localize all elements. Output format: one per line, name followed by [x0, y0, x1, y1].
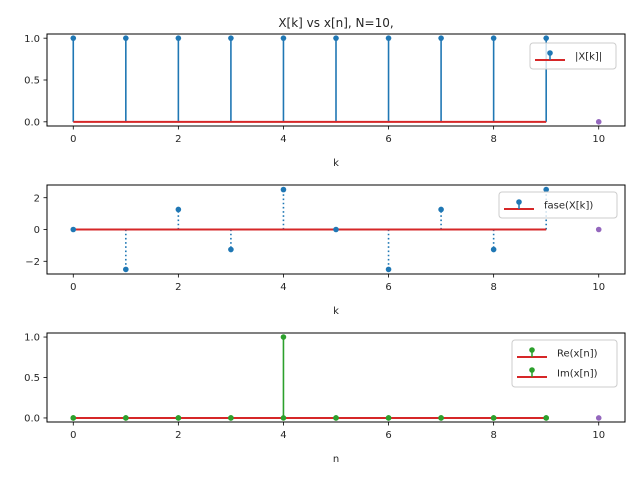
stem-marker	[438, 206, 444, 213]
legend-label: Im(x[n])	[557, 369, 598, 380]
legend-marker-swatch	[529, 347, 535, 353]
x-tick-label: 2	[175, 282, 181, 293]
x-axis-label: k	[333, 306, 339, 317]
subplot-magnitude: 0 2 4 6 8 10 0.0 0.5 1.0 k |X[k]|	[24, 33, 626, 169]
y-tick-label: 0.5	[24, 373, 40, 384]
x-tick-label: 8	[490, 282, 496, 293]
stem-marker	[333, 415, 339, 421]
stem-marker	[543, 35, 549, 41]
stem-marker	[385, 266, 392, 273]
legend-label: fase(X[k])	[544, 201, 593, 212]
stem-marker	[385, 415, 392, 421]
x-tick-label: 8	[490, 134, 496, 145]
subplot-phase: 0 2 4 6 8 10 −2 0 2 k fase(X[k])	[25, 184, 626, 317]
stem-marker	[490, 415, 497, 421]
x-tick-label: 4	[280, 282, 286, 293]
y-tick-label: 0.0	[24, 414, 40, 425]
y-tick-label: 1.0	[24, 333, 40, 344]
x-tick-label: 0	[70, 282, 76, 293]
extra-point-marker	[595, 415, 602, 421]
stem-marker	[333, 35, 339, 41]
stem-marker	[175, 206, 182, 213]
extra-point-marker	[595, 226, 602, 233]
stem-marker	[70, 226, 77, 233]
stem-marker	[385, 35, 392, 41]
stem-marker	[438, 35, 444, 41]
y-tick-label: 0	[34, 225, 40, 236]
x-tick-label: 4	[280, 430, 286, 441]
stem-marker	[333, 226, 339, 233]
x-axis-label: k	[333, 158, 339, 169]
stem-marker	[543, 186, 549, 193]
x-tick-label: 2	[175, 134, 181, 145]
legend: |X[k]|	[529, 42, 617, 70]
legend-box	[529, 42, 617, 70]
y-tick-label: 1.0	[24, 34, 40, 45]
y-tick-label: −2	[25, 257, 40, 268]
stem-marker	[228, 35, 234, 41]
legend-label: |X[k]|	[575, 52, 602, 63]
x-tick-label: 4	[280, 134, 286, 145]
stem-marker	[228, 415, 234, 421]
stem-marker	[228, 246, 234, 253]
stem-marker	[70, 415, 77, 421]
y-tick-label: 0.5	[24, 76, 40, 87]
x-tick-label: 0	[70, 430, 76, 441]
stem-marker	[123, 266, 129, 273]
x-tick-label: 8	[490, 430, 496, 441]
stem-marker	[280, 415, 287, 421]
stem-marker	[175, 35, 182, 41]
legend: fase(X[k])	[498, 191, 618, 219]
y-tick-label: 2	[34, 193, 40, 204]
legend: Re(x[n]) Im(x[n])	[511, 339, 618, 388]
legend-marker-swatch	[547, 50, 553, 56]
legend-marker-swatch	[529, 367, 535, 373]
x-tick-label: 6	[385, 430, 391, 441]
extra-point-marker	[595, 119, 602, 125]
stem-marker	[175, 415, 182, 421]
subplot-signal: 0 2 4 6 8 10 0.0 0.5 1.0 n Re(x[n]) Im(x[n])	[24, 332, 626, 465]
stem-marker	[123, 35, 129, 41]
x-tick-label: 10	[592, 282, 605, 293]
figure-title: X[k] vs x[n], N=10,	[278, 16, 393, 30]
x-tick-label: 6	[385, 134, 391, 145]
x-tick-label: 2	[175, 430, 181, 441]
legend-label: Re(x[n])	[557, 349, 598, 360]
x-tick-label: 10	[592, 430, 605, 441]
stem-marker	[280, 334, 287, 340]
legend-box	[498, 191, 618, 219]
x-tick-label: 6	[385, 282, 391, 293]
stem-marker	[280, 35, 287, 41]
stem-marker	[438, 415, 444, 421]
legend-box	[511, 339, 618, 388]
x-tick-label: 10	[592, 134, 605, 145]
stem-marker	[490, 246, 497, 253]
x-axis-label: n	[333, 454, 339, 465]
x-tick-label: 0	[70, 134, 76, 145]
legend-marker-swatch	[516, 199, 522, 205]
stem-marker	[490, 35, 497, 41]
stem-marker	[543, 415, 549, 421]
stem-marker	[280, 186, 287, 193]
stem-marker	[70, 35, 77, 41]
y-tick-label: 0.0	[24, 117, 40, 128]
stem-marker	[123, 415, 129, 421]
